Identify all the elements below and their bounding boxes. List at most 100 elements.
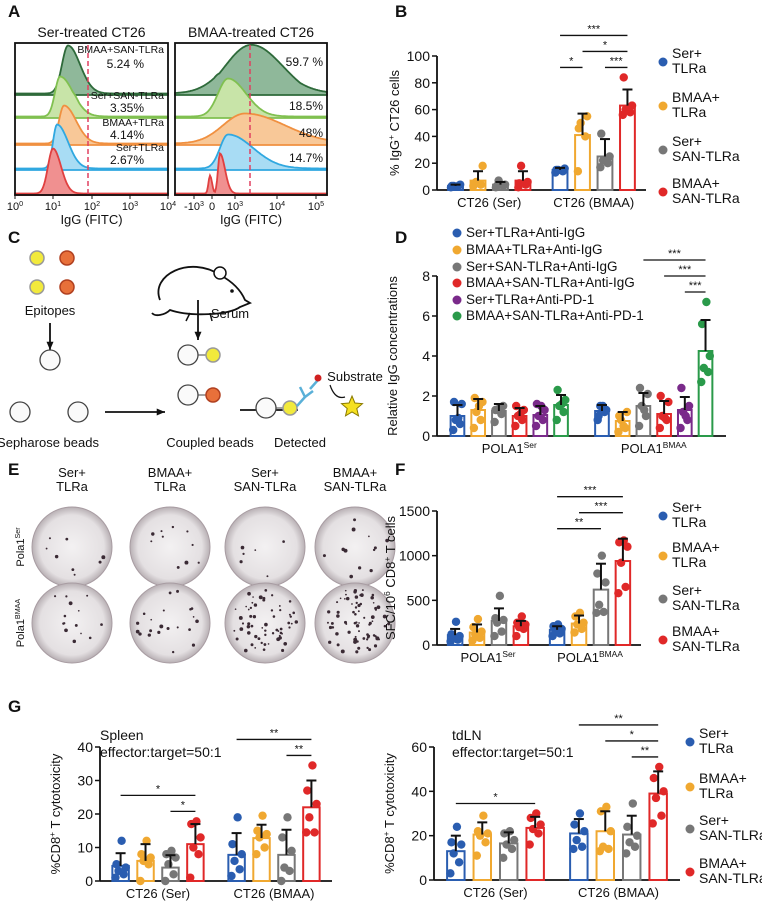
spot xyxy=(355,624,360,628)
text-run: 10 xyxy=(308,201,320,213)
coupled-beads-label: Coupled beads xyxy=(166,435,254,450)
data-point xyxy=(479,811,488,820)
significance-label: *** xyxy=(678,264,692,276)
text-run: + xyxy=(386,135,396,140)
data-point xyxy=(634,421,644,431)
x-tick-label: 104 xyxy=(269,200,285,213)
data-point xyxy=(577,842,587,851)
spot xyxy=(267,643,270,645)
text-run: 10 xyxy=(45,201,57,213)
spot xyxy=(260,641,263,645)
spot xyxy=(249,606,253,610)
data-point xyxy=(490,417,499,427)
serum-label: Serum xyxy=(211,306,249,321)
elispot-plates-panel: Ser+TLRaBMAA+TLRaSer+SAN-TLRaBMAA+SAN-TL… xyxy=(14,465,396,664)
spot xyxy=(254,646,257,649)
bead xyxy=(9,401,31,423)
legend-marker xyxy=(658,57,668,67)
y-axis-label: %CD8+ T cytotoxicity xyxy=(47,753,63,874)
data-point xyxy=(478,161,487,171)
y-tick-label: 0 xyxy=(422,428,430,444)
text-run: POLA1 xyxy=(482,441,524,456)
y-tick-label: 1000 xyxy=(399,548,430,564)
spot xyxy=(135,629,140,634)
spot xyxy=(289,615,292,618)
data-point xyxy=(447,630,456,639)
spot xyxy=(336,610,340,614)
spot xyxy=(345,593,347,596)
data-point xyxy=(570,628,579,637)
spot xyxy=(368,535,370,538)
legend-label: TLRa xyxy=(699,740,733,756)
spot xyxy=(328,640,332,644)
spot xyxy=(157,630,161,634)
spot xyxy=(239,560,243,564)
spot xyxy=(241,622,245,625)
spot xyxy=(277,630,280,632)
text-run: 10 xyxy=(7,201,19,213)
spot xyxy=(336,601,339,604)
legend-label: BMAA+ xyxy=(672,89,720,105)
panel-label-e: E xyxy=(8,460,20,479)
text-run: 10 xyxy=(269,201,281,213)
spot xyxy=(366,646,369,650)
spot xyxy=(387,622,391,626)
data-point xyxy=(470,179,479,188)
spot xyxy=(257,637,261,641)
data-point xyxy=(280,863,289,872)
y-axis-label: Relative IgG concentrations xyxy=(385,276,400,436)
data-point xyxy=(136,876,145,886)
spot xyxy=(345,622,348,625)
chart-annotation: Spleen xyxy=(100,727,144,743)
y-axis-label: %CD8+ T cytotoxicity xyxy=(381,753,397,874)
spot xyxy=(366,638,369,641)
category-label: POLA1BMAA xyxy=(557,649,623,665)
spot xyxy=(254,549,257,551)
trace-label: Ser+SAN-TLRa xyxy=(91,90,164,102)
y-tick-label: 20 xyxy=(411,828,427,844)
text-run: 5 xyxy=(320,200,324,208)
spot xyxy=(161,535,164,538)
legend-label: BMAA+ xyxy=(699,855,747,871)
data-point xyxy=(481,838,490,847)
legend-label: Ser+ xyxy=(699,812,729,828)
spot xyxy=(279,609,282,612)
text-run: 4 xyxy=(281,200,285,208)
data-point xyxy=(237,850,246,859)
data-point xyxy=(619,421,628,431)
spot xyxy=(357,610,360,613)
data-point xyxy=(303,786,312,795)
spot xyxy=(288,600,292,603)
significance-label: *** xyxy=(595,501,609,513)
x-tick-label: 103 xyxy=(227,200,243,213)
data-point xyxy=(632,831,642,840)
data-point xyxy=(310,828,319,837)
data-point xyxy=(602,802,611,812)
elispot-well xyxy=(31,582,113,664)
spot xyxy=(362,637,366,640)
spot xyxy=(385,615,388,618)
spot xyxy=(250,643,254,647)
mouse-icon xyxy=(151,265,253,322)
text-run: 3 xyxy=(200,200,204,208)
bar xyxy=(648,792,668,881)
data-point xyxy=(454,858,464,867)
spot xyxy=(240,545,245,550)
spot xyxy=(354,606,358,609)
panel-label-d: D xyxy=(395,228,408,247)
legend-label: Ser+SAN-TLRa+Anti-IgG xyxy=(466,259,618,274)
spot xyxy=(65,537,69,541)
sepharose-beads-label: Sepharose beads xyxy=(0,435,99,450)
text-run: + xyxy=(382,557,392,562)
spot xyxy=(288,613,291,616)
data-point xyxy=(516,161,526,171)
panel-label-f: F xyxy=(395,460,406,479)
data-point xyxy=(448,425,458,435)
spot xyxy=(354,595,359,599)
spot xyxy=(136,621,140,625)
category-label: CT26 (BMAA) xyxy=(553,195,634,210)
legend-label: SAN-TLRa xyxy=(672,638,740,654)
y-axis-label: % IgG+ CT26 cells xyxy=(386,69,402,176)
text-run: Ser xyxy=(524,440,537,450)
legend-label: TLRa xyxy=(672,554,706,570)
